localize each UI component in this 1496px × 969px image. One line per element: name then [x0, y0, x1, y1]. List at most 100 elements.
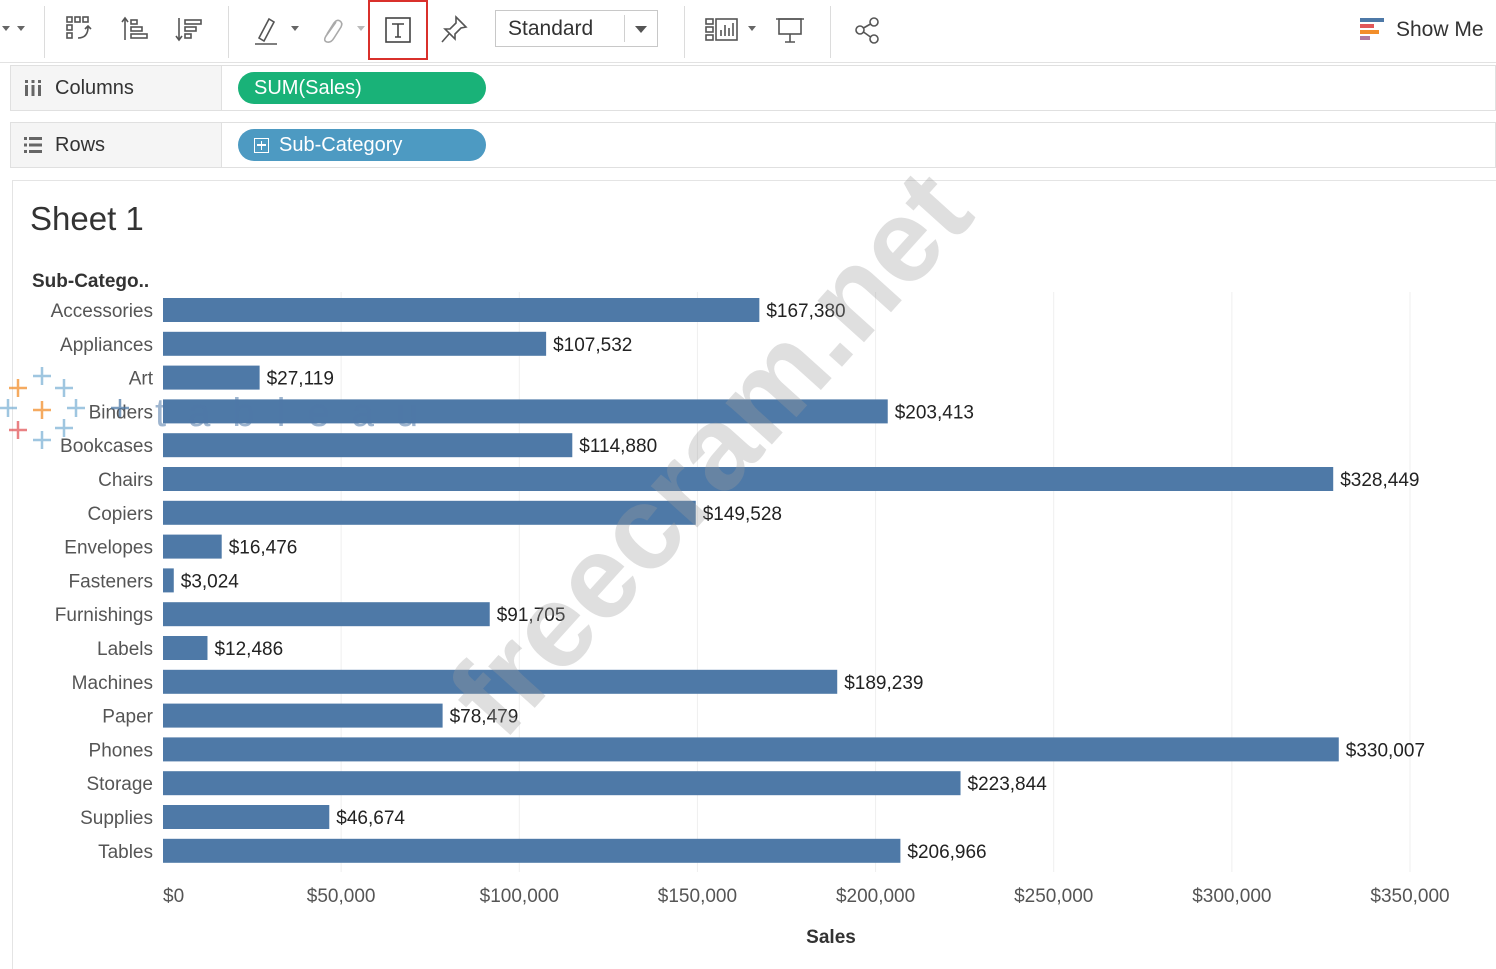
cards-dropdown-icon[interactable] [748, 26, 756, 31]
bar[interactable] [163, 534, 222, 559]
data-label: $91,705 [497, 605, 566, 626]
rows-label-text: Rows [55, 133, 106, 156]
sort-descending-button[interactable] [170, 8, 206, 52]
row-header-label: Sub-Catego.. [32, 271, 149, 292]
category-label: Labels [97, 639, 153, 660]
bar[interactable] [163, 500, 696, 525]
bar[interactable] [163, 568, 174, 593]
bar[interactable] [163, 602, 490, 627]
columns-icon [25, 80, 41, 96]
show-mark-labels-button[interactable] [368, 0, 428, 60]
data-label: $27,119 [267, 369, 334, 390]
x-tick-label: $150,000 [658, 886, 737, 907]
columns-shelf-label: Columns [23, 66, 134, 110]
category-label: Paper [102, 707, 153, 728]
show-me-button[interactable]: Show Me [1358, 14, 1484, 46]
category-label: Storage [86, 774, 153, 795]
swap-rows-columns-button[interactable] [62, 8, 98, 52]
fit-dropdown-value: Standard [508, 17, 594, 40]
category-label: Chairs [98, 470, 153, 491]
data-label: $206,966 [907, 842, 986, 863]
tableau-logo-cross-icon [0, 399, 17, 417]
x-tick-label: $50,000 [307, 886, 376, 907]
bar[interactable] [163, 636, 208, 660]
bar[interactable] [163, 467, 1334, 491]
tableau-logo-cross-icon [55, 419, 73, 437]
tableau-logo-cross-icon [55, 379, 73, 397]
fix-axes-icon [441, 15, 468, 43]
sort-ascending-button[interactable] [116, 8, 152, 52]
category-label: Machines [72, 673, 153, 694]
category-label: Tables [98, 842, 153, 863]
bar[interactable] [163, 838, 901, 863]
tableau-watermark-text: tableau [155, 391, 440, 435]
tableau-logo-cross-icon [111, 399, 129, 417]
share-icon [855, 17, 879, 44]
data-label: $189,239 [844, 673, 923, 694]
tableau-logo-cross-icon [33, 401, 51, 419]
cards-button[interactable] [702, 8, 740, 52]
data-label: $114,880 [579, 436, 657, 457]
x-tick-label: $250,000 [1014, 886, 1093, 907]
columns-label-text: Columns [55, 76, 134, 99]
toolbar-divider [228, 6, 229, 58]
group-members-button[interactable] [315, 8, 347, 52]
show-me-label: Show Me [1396, 18, 1484, 41]
tableau-logo-cross-icon [9, 379, 27, 397]
bar[interactable] [163, 331, 547, 356]
data-label: $3,024 [181, 571, 240, 592]
bar[interactable] [163, 771, 961, 796]
sub-category-pill-label: Sub-Category [279, 133, 403, 156]
group-dropdown-icon[interactable] [357, 26, 365, 31]
expand-plus-icon[interactable] [254, 137, 269, 153]
sort-ascending-icon [121, 16, 148, 40]
data-label: $12,486 [214, 639, 283, 660]
data-label: $107,532 [553, 335, 632, 356]
fit-dropdown[interactable]: Standard [495, 10, 658, 47]
bar[interactable] [163, 805, 330, 829]
data-label: $223,844 [968, 774, 1048, 795]
cards-icon [705, 18, 738, 41]
sum-sales-pill[interactable]: SUM(Sales) [238, 72, 486, 104]
swap-rows-columns-icon [66, 16, 92, 39]
x-tick-label: $0 [163, 886, 184, 907]
bar[interactable] [163, 669, 838, 694]
category-label: Accessories [51, 301, 153, 322]
bar[interactable] [163, 433, 573, 458]
highlight-icon [255, 17, 277, 45]
data-label: $16,476 [229, 538, 298, 559]
rows-drop-area[interactable]: Sub-Category [221, 123, 1495, 167]
group-members-icon [323, 19, 343, 43]
tableau-logo-cross-icon [9, 421, 27, 439]
share-button[interactable] [850, 8, 884, 52]
toolbar: Standard Show Me [0, 0, 1496, 63]
tableau-logo-cross-icon [67, 399, 85, 417]
dropdown-arrow-icon[interactable] [17, 26, 25, 31]
data-label: $78,479 [450, 707, 519, 728]
x-tick-label: $100,000 [480, 886, 559, 907]
rows-icon [24, 137, 42, 153]
bar[interactable] [163, 399, 888, 424]
fix-axes-button[interactable] [438, 8, 470, 52]
show-me-icon [1360, 18, 1384, 40]
data-label: $46,674 [336, 808, 405, 829]
bar[interactable] [163, 703, 443, 728]
x-tick-label: $300,000 [1192, 886, 1271, 907]
bar[interactable] [163, 737, 1339, 762]
fit-dropdown-divider [624, 15, 625, 42]
tableau-logo-cross-icon [33, 431, 51, 449]
sort-descending-icon [175, 18, 202, 42]
presentation-mode-button[interactable] [772, 8, 808, 52]
columns-drop-area[interactable]: SUM(Sales) [221, 66, 1495, 110]
toolbar-divider [830, 6, 831, 58]
category-label: Furnishings [55, 605, 153, 626]
bar[interactable] [163, 365, 260, 390]
bar[interactable] [163, 298, 760, 322]
dropdown-arrow-icon[interactable] [2, 26, 10, 31]
rows-shelf-label: Rows [23, 123, 105, 167]
sub-category-pill[interactable]: Sub-Category [238, 129, 486, 161]
highlight-button[interactable] [250, 8, 282, 52]
highlight-dropdown-icon[interactable] [291, 26, 299, 31]
sheet-title: Sheet 1 [30, 200, 144, 237]
